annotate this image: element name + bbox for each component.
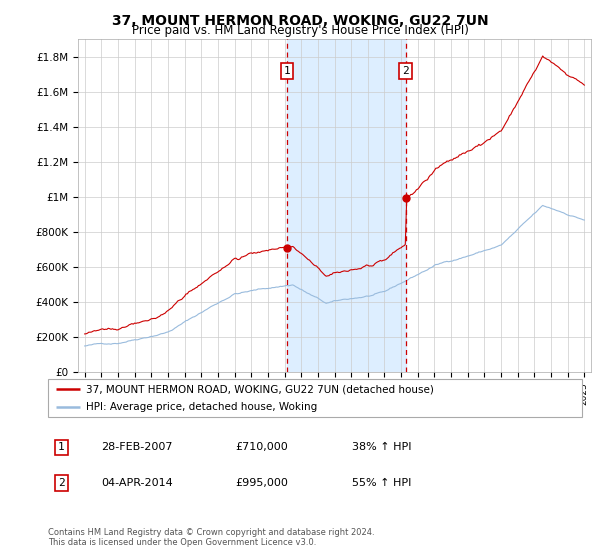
Text: 1: 1 <box>284 66 290 76</box>
Text: 2: 2 <box>402 66 409 76</box>
Text: 2: 2 <box>58 478 65 488</box>
Text: 04-APR-2014: 04-APR-2014 <box>101 478 173 488</box>
Text: £995,000: £995,000 <box>235 478 288 488</box>
Text: 37, MOUNT HERMON ROAD, WOKING, GU22 7UN: 37, MOUNT HERMON ROAD, WOKING, GU22 7UN <box>112 14 488 28</box>
Text: 37, MOUNT HERMON ROAD, WOKING, GU22 7UN (detached house): 37, MOUNT HERMON ROAD, WOKING, GU22 7UN … <box>86 384 434 394</box>
Text: 28-FEB-2007: 28-FEB-2007 <box>101 442 173 452</box>
Text: 55% ↑ HPI: 55% ↑ HPI <box>352 478 412 488</box>
Text: £710,000: £710,000 <box>235 442 287 452</box>
Text: 38% ↑ HPI: 38% ↑ HPI <box>352 442 412 452</box>
Bar <box>287 39 406 372</box>
Text: HPI: Average price, detached house, Woking: HPI: Average price, detached house, Woki… <box>86 402 317 412</box>
FancyBboxPatch shape <box>48 379 582 417</box>
Text: Contains HM Land Registry data © Crown copyright and database right 2024.
This d: Contains HM Land Registry data © Crown c… <box>48 528 374 547</box>
Text: 1: 1 <box>58 442 65 452</box>
Text: Price paid vs. HM Land Registry's House Price Index (HPI): Price paid vs. HM Land Registry's House … <box>131 24 469 37</box>
